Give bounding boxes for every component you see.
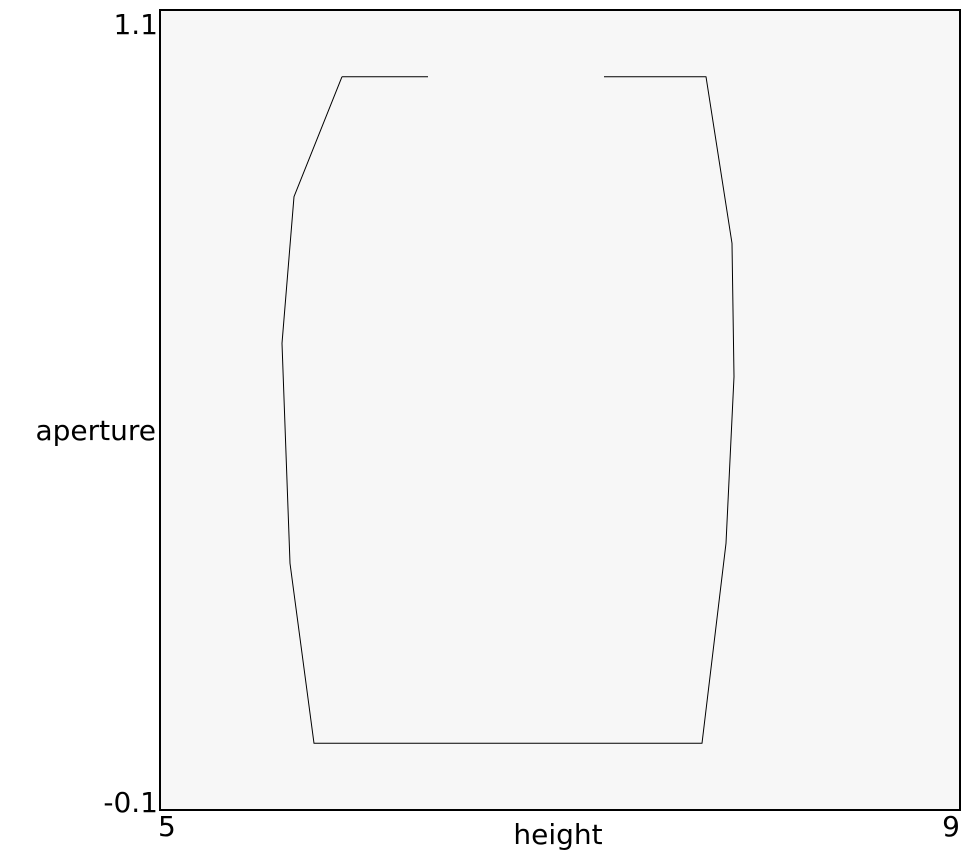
x-axis-label: height	[513, 818, 602, 850]
y-tick-label-max: 1.1	[113, 8, 158, 41]
series-line-segment-1	[281, 76, 735, 744]
x-tick-label-max: 9	[942, 810, 960, 843]
x-tick-label-min: 5	[158, 810, 176, 843]
plot-frame	[159, 9, 961, 811]
series-layer	[281, 76, 735, 744]
plot-area	[160, 10, 960, 810]
y-tick-label-min: -0.1	[103, 786, 158, 819]
y-axis-label: aperture	[35, 414, 156, 447]
